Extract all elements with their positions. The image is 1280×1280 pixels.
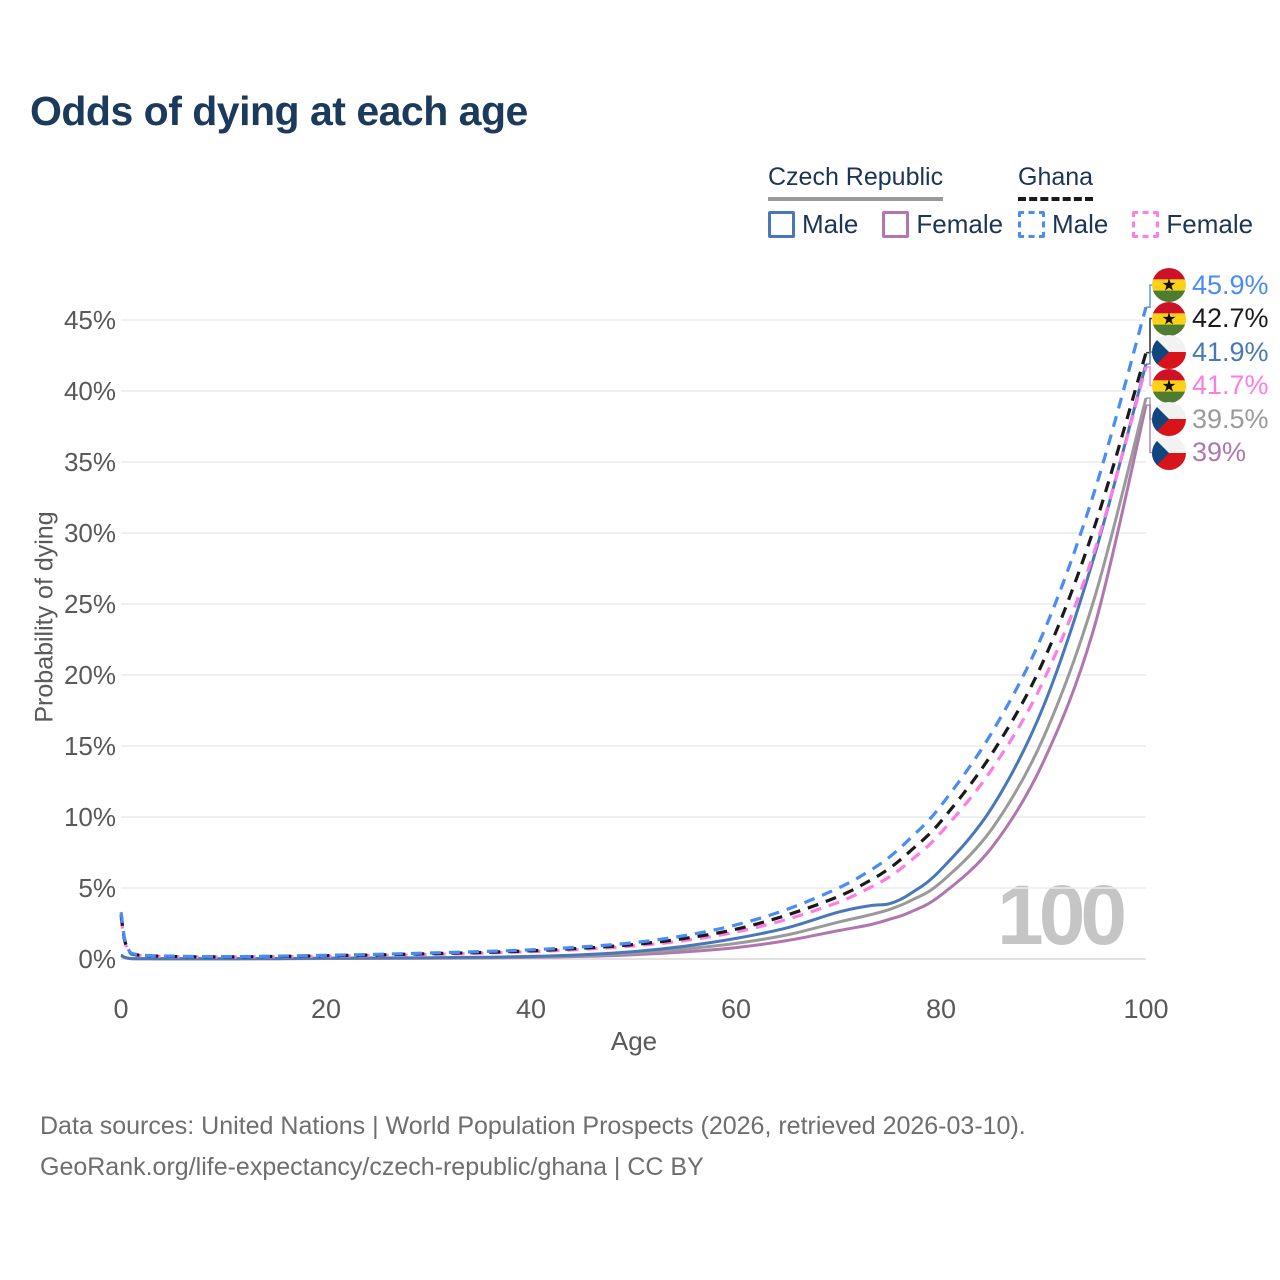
x-axis-title: Age	[610, 1026, 658, 1056]
series-end-label-czech-republic: 39.5%	[1152, 402, 1269, 436]
end-value-label: 42.7%	[1192, 303, 1269, 333]
series-line-czech-republic-female	[120, 404, 1148, 961]
x-tick-label: 60	[720, 994, 752, 1024]
czech-flag-icon	[1152, 335, 1186, 369]
y-tick-label: 5%	[78, 873, 116, 903]
legend-country-ghana: Ghana	[1018, 163, 1094, 201]
czech-male-line-swatch-icon	[768, 211, 795, 238]
footer: Data sources: United Nations | World Pop…	[40, 1106, 1026, 1188]
x-tick-label: 0	[113, 994, 129, 1024]
x-tick-label: 20	[310, 994, 342, 1024]
y-tick-label: 10%	[63, 802, 116, 832]
series-line-ghana-female	[119, 366, 1148, 959]
legend-group-czech-republic: Czech Republic Male Female	[768, 163, 1003, 240]
end-value-label: 39%	[1192, 437, 1247, 467]
czech-flag-icon	[1152, 402, 1186, 436]
series-end-label-ghana-female: 41.7%	[1152, 368, 1269, 403]
y-tick-label: 30%	[63, 518, 116, 548]
x-tick-label: 80	[925, 994, 957, 1024]
x-tick-label: 40	[515, 994, 547, 1024]
attribution-text: GeoRank.org/life-expectancy/czech-republ…	[40, 1153, 704, 1181]
legend-item-ghana-female[interactable]: Female	[1132, 209, 1253, 240]
end-value-label: 45.9%	[1192, 269, 1269, 300]
series-end-label-ghana-male: 45.9%	[1152, 268, 1269, 302]
legend-item-label: Male	[1052, 209, 1109, 239]
series-end-label-ghana: 42.7%	[1152, 301, 1269, 336]
end-value-label: 41.7%	[1192, 370, 1269, 400]
ghana-flag-icon	[1152, 268, 1186, 302]
y-tick-label: 15%	[63, 731, 116, 761]
legend-item-label: Female	[916, 209, 1004, 239]
legend-item-label: Female	[1166, 209, 1254, 239]
legend-country-czech-republic: Czech Republic	[768, 163, 944, 201]
series-line-czech-republic-male	[120, 363, 1148, 961]
legend-group-ghana: Ghana Male Female	[1018, 163, 1253, 240]
series-end-label-czech-republic-female: 39%	[1152, 435, 1247, 470]
data-source-text: Data sources: United Nations | World Pop…	[40, 1112, 1026, 1140]
series-line-ghana	[119, 352, 1148, 959]
y-tick-label: 0%	[78, 944, 116, 974]
czech-female-line-swatch-icon	[882, 211, 910, 238]
series-line-ghana-male	[119, 306, 1148, 959]
ghana-female-line-swatch-icon	[1132, 211, 1160, 238]
y-axis-title: Probability of dying	[30, 511, 59, 723]
legend-item-label: Male	[802, 209, 859, 239]
legend-item-czech-male[interactable]: Male	[768, 209, 858, 240]
czech-flag-icon	[1152, 435, 1186, 470]
y-tick-label: 35%	[63, 447, 116, 477]
end-value-label: 39.5%	[1192, 403, 1269, 434]
y-tick-label: 20%	[63, 660, 116, 690]
age-counter-watermark: 100	[997, 868, 1127, 962]
y-tick-label: 25%	[63, 589, 116, 619]
legend-item-ghana-male[interactable]: Male	[1018, 209, 1108, 240]
legend-item-czech-female[interactable]: Female	[882, 209, 1003, 240]
end-value-label: 41.9%	[1192, 336, 1269, 367]
ghana-flag-icon	[1152, 368, 1186, 403]
ghana-male-line-swatch-icon	[1018, 211, 1045, 238]
x-tick-label: 100	[1123, 994, 1169, 1024]
y-tick-label: 45%	[63, 305, 116, 335]
page-title: Odds of dying at each age	[30, 88, 528, 134]
series-line-czech-republic	[120, 397, 1148, 961]
y-tick-label: 40%	[63, 376, 116, 406]
ghana-flag-icon	[1152, 301, 1186, 336]
series-end-label-czech-republic-male: 41.9%	[1152, 335, 1269, 369]
